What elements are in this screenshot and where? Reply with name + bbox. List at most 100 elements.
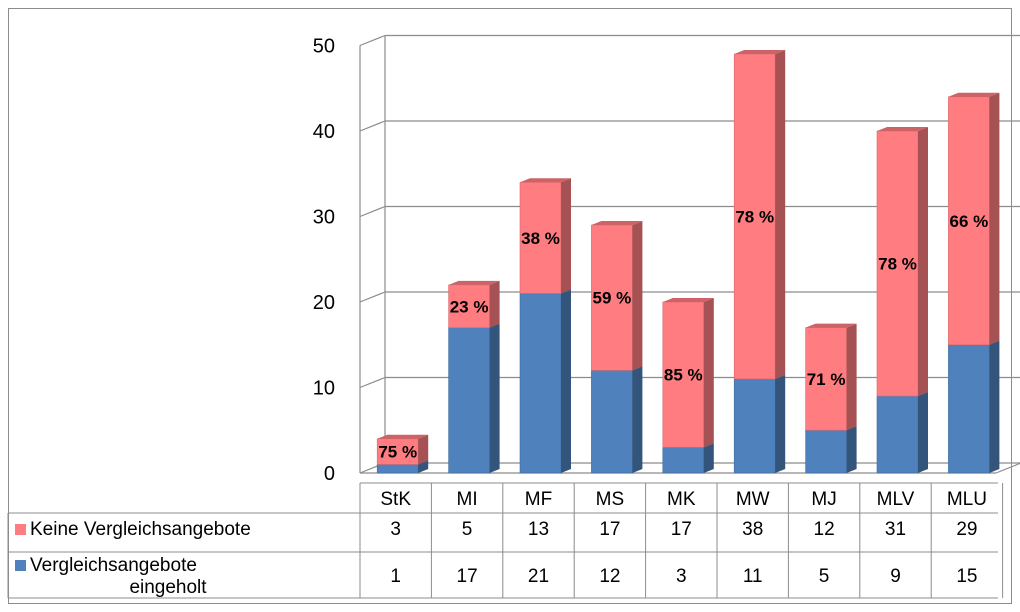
bar-keine-StK — [376, 434, 429, 465]
bar-vergleich-MK-front — [662, 447, 705, 474]
bar-keine-MW-side — [775, 50, 786, 379]
table-cell-value: 17 — [599, 519, 620, 540]
bar-vergleich-MF-side — [561, 289, 571, 473]
bar-keine-MI-top — [448, 280, 500, 285]
bar-vergleich-MW — [733, 374, 786, 474]
chart-frame — [8, 8, 1012, 604]
bar-vergleich-MLU-front — [948, 344, 990, 474]
bar-vergleich-StK-front — [376, 464, 419, 474]
y-tick-labels: 0 10 20 30 40 50 — [313, 36, 335, 486]
y-tick-label: 10 — [313, 378, 335, 400]
table-cell-value: 21 — [528, 566, 549, 587]
data-label: 66 % — [950, 212, 989, 231]
bar-keine-MF-top — [520, 178, 571, 183]
bar-keine-MK-top — [662, 298, 714, 302]
gridline-wall — [359, 34, 386, 47]
data-label: 75 % — [378, 443, 417, 462]
table-cell-value: 31 — [885, 519, 906, 540]
bar-keine-MK — [662, 298, 714, 448]
y-tick-label: 30 — [313, 207, 335, 229]
bar-keine-MLU — [948, 92, 1000, 346]
table-cell-value: 11 — [743, 566, 763, 587]
bar-keine-MF-side — [561, 178, 571, 294]
bar-keine-MF — [519, 178, 571, 294]
y-tick-label: 20 — [313, 292, 335, 314]
bar-vergleich-MS-front — [591, 370, 633, 474]
table-cell-value: 5 — [462, 519, 473, 540]
gridline-wall — [359, 291, 386, 303]
category-label: MF — [525, 489, 552, 510]
bar-keine-MW-top — [734, 50, 786, 55]
bar-vergleich-MJ — [805, 426, 857, 474]
category-label: MK — [667, 489, 696, 510]
legend-label: Keine Vergleichsangebote — [30, 519, 251, 540]
data-label: 71 % — [807, 370, 846, 389]
bar-vergleich-MS-side — [632, 366, 643, 473]
bar-keine-MI-front — [448, 284, 490, 328]
category-label: MJ — [811, 489, 836, 510]
bar-vergleich-MW-front — [733, 378, 776, 474]
bar-vergleich-MW-side — [775, 374, 786, 473]
category-label: MLV — [877, 489, 915, 510]
bar-keine-MLV-front — [876, 130, 919, 397]
bar-vergleich-MF-front — [519, 293, 562, 474]
category-label: MW — [736, 489, 770, 510]
bar-keine-MI — [448, 280, 500, 328]
table-cell-value: 17 — [457, 566, 478, 587]
data-labels: 75 % 23 % 38 % 59 % 85 % 78 % 71 % 78 % 66 % — [378, 208, 988, 462]
bar-keine-MLV — [876, 127, 928, 397]
data-table: StK MI MF MS MK MW MJ MLV MLU Keine Vergleichsang… — [7, 482, 1004, 599]
table-cell-value: 38 — [742, 519, 763, 540]
bar-keine-MJ-front — [805, 327, 847, 431]
y-tick-label: 50 — [313, 36, 335, 58]
bar-keine-MS-front — [591, 224, 633, 371]
legend-swatch — [15, 524, 26, 535]
bar-keine-MJ — [805, 323, 857, 431]
category-label: MS — [596, 489, 625, 510]
table-cell-value: 9 — [890, 566, 901, 587]
data-label: 85 % — [664, 366, 703, 385]
table-cell-value: 13 — [528, 519, 549, 540]
bar-vergleich-MJ-front — [805, 429, 847, 474]
bar-keine-MLU-front — [948, 96, 990, 346]
table-cell-value: 12 — [599, 566, 620, 587]
bar-keine-StK-top — [377, 434, 429, 439]
bar-vergleich-MI-side — [489, 323, 500, 473]
bar-vergleich-MF — [519, 289, 571, 474]
bars — [376, 50, 1000, 474]
bar-keine-MK-front — [662, 301, 705, 448]
bar-vergleich-MI — [448, 323, 500, 474]
data-label: 78 % — [878, 255, 917, 274]
bar-vergleich-MLV — [876, 392, 928, 474]
bar-keine-MLV-top — [877, 127, 928, 131]
data-label: 59 % — [593, 289, 632, 308]
bar-keine-MS — [591, 221, 643, 371]
category-label: MLU — [947, 489, 987, 510]
bar-vergleich-StK-side — [418, 460, 429, 473]
bar-keine-MLV-side — [918, 127, 928, 397]
data-label: 38 % — [521, 229, 560, 248]
data-label: 78 % — [735, 208, 774, 227]
bar-vergleich-MK — [662, 443, 714, 474]
table-cell-value: 17 — [671, 519, 692, 540]
bar-keine-MLU-side — [989, 92, 1000, 345]
gridline-wall — [359, 120, 386, 132]
bar-keine-MS-top — [591, 221, 643, 226]
table-cell-value: 5 — [819, 566, 830, 587]
gridline-wall — [359, 376, 386, 389]
bar-keine-MK-side — [703, 298, 714, 448]
legend-swatch — [15, 560, 26, 571]
category-label: StK — [380, 489, 411, 510]
bar-keine-MLU-top — [948, 92, 1000, 97]
bar-keine-StK-front — [376, 438, 419, 465]
bar-vergleich-MLU — [948, 340, 1000, 474]
bar-keine-MS-side — [632, 221, 643, 371]
floor-edge-right — [995, 462, 1020, 474]
table-cell-value: 3 — [676, 566, 687, 587]
bar-vergleich-MLV-side — [918, 392, 928, 473]
bar-keine-MW — [733, 50, 786, 380]
bar-vergleich-MJ-side — [846, 426, 857, 473]
category-label: MI — [457, 489, 478, 510]
y-tick-label: 40 — [313, 121, 335, 143]
